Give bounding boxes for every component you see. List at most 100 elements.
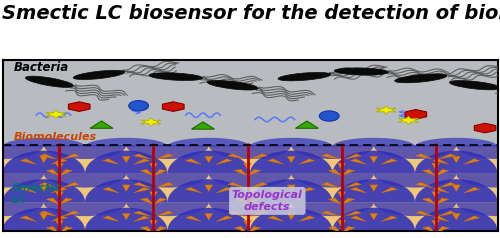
Polygon shape: [205, 156, 212, 163]
Polygon shape: [350, 187, 366, 193]
Polygon shape: [405, 109, 426, 119]
Polygon shape: [332, 151, 415, 174]
Polygon shape: [44, 202, 126, 216]
Polygon shape: [140, 227, 153, 233]
Polygon shape: [20, 159, 36, 164]
Polygon shape: [328, 198, 341, 204]
Polygon shape: [438, 211, 456, 216]
Polygon shape: [381, 216, 397, 222]
Text: Smectic
LC: Smectic LC: [12, 183, 61, 205]
Polygon shape: [374, 174, 456, 188]
Polygon shape: [0, 202, 44, 216]
Polygon shape: [248, 198, 261, 204]
Polygon shape: [474, 123, 496, 133]
Bar: [2, 60, 498, 145]
Polygon shape: [456, 145, 500, 159]
Polygon shape: [268, 216, 284, 222]
Polygon shape: [44, 145, 126, 159]
Polygon shape: [134, 187, 150, 193]
Polygon shape: [370, 156, 378, 163]
Polygon shape: [288, 185, 295, 191]
Text: Bacteria: Bacteria: [14, 61, 68, 74]
Polygon shape: [244, 220, 252, 227]
Polygon shape: [156, 182, 174, 188]
Text: Topological
defects: Topological defects: [232, 190, 303, 212]
Polygon shape: [209, 174, 291, 188]
Polygon shape: [456, 202, 500, 216]
Polygon shape: [46, 227, 59, 233]
Ellipse shape: [278, 72, 331, 81]
Polygon shape: [156, 211, 174, 216]
Polygon shape: [154, 169, 167, 176]
Polygon shape: [216, 187, 232, 193]
Polygon shape: [51, 159, 67, 164]
Polygon shape: [342, 169, 355, 176]
Polygon shape: [134, 154, 150, 159]
Polygon shape: [250, 208, 332, 231]
Polygon shape: [250, 138, 332, 147]
Polygon shape: [126, 174, 208, 188]
Polygon shape: [2, 179, 85, 202]
Polygon shape: [60, 198, 73, 204]
Polygon shape: [209, 202, 291, 216]
Polygon shape: [376, 106, 396, 114]
Polygon shape: [432, 220, 440, 227]
Polygon shape: [85, 179, 168, 202]
Polygon shape: [186, 159, 202, 164]
Polygon shape: [228, 182, 244, 188]
Polygon shape: [56, 220, 64, 227]
Polygon shape: [103, 187, 119, 193]
Polygon shape: [85, 208, 168, 231]
Polygon shape: [374, 202, 456, 216]
Polygon shape: [234, 227, 247, 233]
Polygon shape: [44, 174, 126, 188]
Polygon shape: [186, 216, 202, 222]
Polygon shape: [126, 202, 208, 216]
Polygon shape: [90, 121, 113, 128]
Polygon shape: [370, 213, 378, 220]
Ellipse shape: [320, 111, 339, 121]
Polygon shape: [244, 192, 252, 198]
Polygon shape: [40, 154, 56, 159]
Polygon shape: [150, 220, 158, 227]
Polygon shape: [248, 227, 261, 233]
Polygon shape: [140, 198, 153, 204]
Polygon shape: [415, 151, 498, 174]
Polygon shape: [46, 198, 59, 204]
Polygon shape: [60, 227, 73, 233]
Polygon shape: [162, 102, 184, 111]
Polygon shape: [216, 159, 232, 164]
Polygon shape: [438, 182, 456, 188]
Text: Biomolecules: Biomolecules: [14, 133, 96, 143]
Polygon shape: [122, 213, 130, 220]
Polygon shape: [205, 213, 212, 220]
Polygon shape: [422, 198, 435, 204]
Polygon shape: [51, 187, 67, 193]
Polygon shape: [415, 208, 498, 231]
Ellipse shape: [207, 80, 258, 90]
Polygon shape: [298, 216, 314, 222]
Polygon shape: [350, 159, 366, 164]
Polygon shape: [85, 151, 168, 174]
Polygon shape: [328, 227, 341, 233]
Polygon shape: [298, 159, 314, 164]
Polygon shape: [134, 159, 150, 164]
Polygon shape: [250, 179, 332, 202]
Polygon shape: [464, 159, 479, 164]
Polygon shape: [234, 169, 247, 176]
Polygon shape: [150, 163, 158, 170]
Polygon shape: [234, 198, 247, 204]
Polygon shape: [2, 138, 85, 147]
Polygon shape: [381, 159, 397, 164]
Ellipse shape: [128, 101, 148, 111]
Text: Smectic LC biosensor for the detection of biomolecules: Smectic LC biosensor for the detection o…: [2, 4, 500, 23]
Polygon shape: [228, 154, 244, 159]
Polygon shape: [350, 216, 366, 222]
Polygon shape: [342, 198, 355, 204]
Polygon shape: [415, 179, 498, 202]
Polygon shape: [250, 182, 268, 188]
Polygon shape: [250, 151, 332, 174]
Ellipse shape: [450, 81, 500, 90]
Polygon shape: [416, 211, 432, 216]
Polygon shape: [134, 182, 150, 188]
